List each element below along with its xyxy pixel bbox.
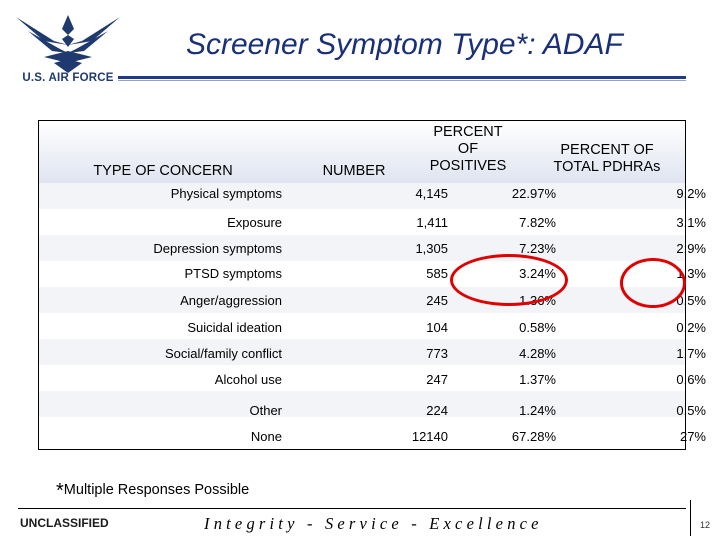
row-band	[39, 287, 685, 313]
row-percent-total: 27%	[679, 429, 706, 444]
row-percent-positives: 0.58%	[519, 320, 556, 335]
footnote-text: Multiple Responses Possible	[63, 482, 250, 498]
logo-wordmark: U.S. AIR FORCE	[22, 72, 114, 84]
footer-divider	[690, 500, 691, 536]
row-label: Anger/aggression	[180, 293, 282, 308]
row-number: 104	[426, 320, 448, 335]
row-band	[39, 235, 685, 261]
row-number: 247	[426, 372, 448, 387]
col-header-positives-line: POSITIVES	[429, 158, 507, 174]
air-force-logo	[16, 15, 120, 73]
row-label: Alcohol use	[214, 372, 282, 387]
classification-label: UNCLASSIFIED	[20, 516, 109, 530]
page-title: Screener Symptom Type*: ADAF	[186, 28, 623, 61]
row-percent-positives: 67.28%	[511, 429, 556, 444]
highlight-circle-positives	[450, 254, 568, 306]
row-number: 773	[426, 346, 448, 361]
row-percent-total: 1.7%	[676, 346, 706, 361]
row-percent-positives: 1.37%	[519, 372, 556, 387]
row-band	[39, 339, 685, 365]
row-percent-total: 0.5%	[676, 293, 706, 308]
row-number: 1,305	[415, 241, 448, 256]
row-label: None	[250, 429, 282, 444]
row-label: Suicidal ideation	[187, 320, 282, 335]
row-percent-total: 0.6%	[676, 372, 706, 387]
row-percent-positives: 7.82%	[519, 215, 556, 230]
row-percent-total: 9.2%	[676, 186, 706, 201]
title-rule	[118, 76, 686, 79]
row-number: 245	[426, 293, 448, 308]
page-number: 12	[700, 520, 711, 530]
row-number: 224	[426, 403, 448, 418]
col-header-positives-line: PERCENT	[433, 124, 503, 140]
table-header-background	[39, 121, 685, 183]
highlight-circle-total	[620, 258, 686, 308]
row-band	[39, 183, 685, 209]
row-number: 1,411	[416, 215, 448, 230]
title-rule-shadow	[118, 80, 686, 81]
row-band	[39, 391, 685, 417]
row-percent-total: 0.2%	[676, 320, 706, 335]
row-number: 585	[426, 266, 448, 281]
row-label: Depression symptoms	[153, 241, 282, 256]
col-header-number: NUMBER	[322, 163, 386, 179]
footnote-star: *	[56, 480, 64, 502]
col-header-total: PERCENT OF TOTAL PDHRAs	[532, 142, 682, 176]
row-percent-positives: 22.97%	[511, 186, 556, 201]
row-percent-total: 3.1%	[676, 215, 706, 230]
row-number: 4,145	[415, 186, 448, 201]
row-number: 12140	[411, 429, 448, 444]
row-percent-total: 0.5%	[676, 403, 706, 418]
footer-rule	[18, 508, 686, 509]
col-header-type: TYPE OF CONCERN	[93, 163, 233, 179]
col-header-total-line: TOTAL PDHRAs	[553, 159, 661, 175]
row-percent-total: 2.9%	[676, 241, 706, 256]
col-header-positives: PERCENT OF POSITIVES	[408, 124, 528, 175]
symptom-table: TYPE OF CONCERN NUMBER PERCENT OF POSITI…	[38, 120, 706, 450]
row-percent-positives: 4.28%	[519, 346, 556, 361]
row-label: Physical symptoms	[170, 186, 282, 201]
footnote: *Multiple Responses Possible	[56, 480, 249, 503]
col-header-positives-line: OF	[457, 141, 479, 157]
row-label: PTSD symptoms	[184, 266, 282, 281]
row-label: Other	[249, 403, 282, 418]
motto: Integrity - Service - Excellence	[204, 514, 543, 533]
row-percent-positives: 1.24%	[519, 403, 556, 418]
row-label: Exposure	[227, 215, 282, 230]
row-label: Social/family conflict	[164, 346, 282, 361]
row-percent-positives: 7.23%	[519, 241, 556, 256]
col-header-total-line: PERCENT OF	[560, 142, 654, 158]
